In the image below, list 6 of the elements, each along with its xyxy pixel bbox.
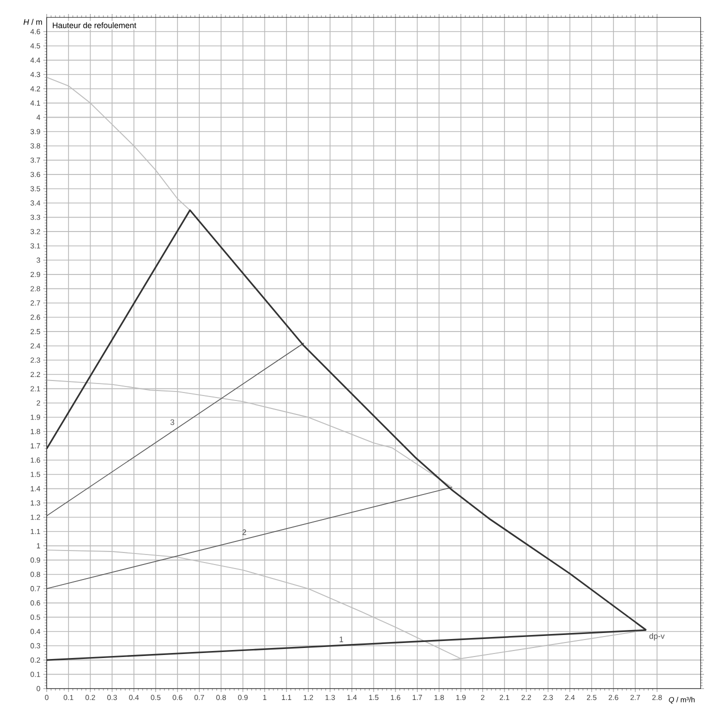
annotation: 1: [340, 636, 344, 642]
annotation: 2: [242, 529, 246, 536]
annotation: dp-v: [649, 632, 665, 640]
y-axis-title: H / m: [24, 18, 42, 25]
annotation: 3: [170, 419, 174, 426]
annotation: Hauteur de refoulement: [52, 22, 136, 28]
